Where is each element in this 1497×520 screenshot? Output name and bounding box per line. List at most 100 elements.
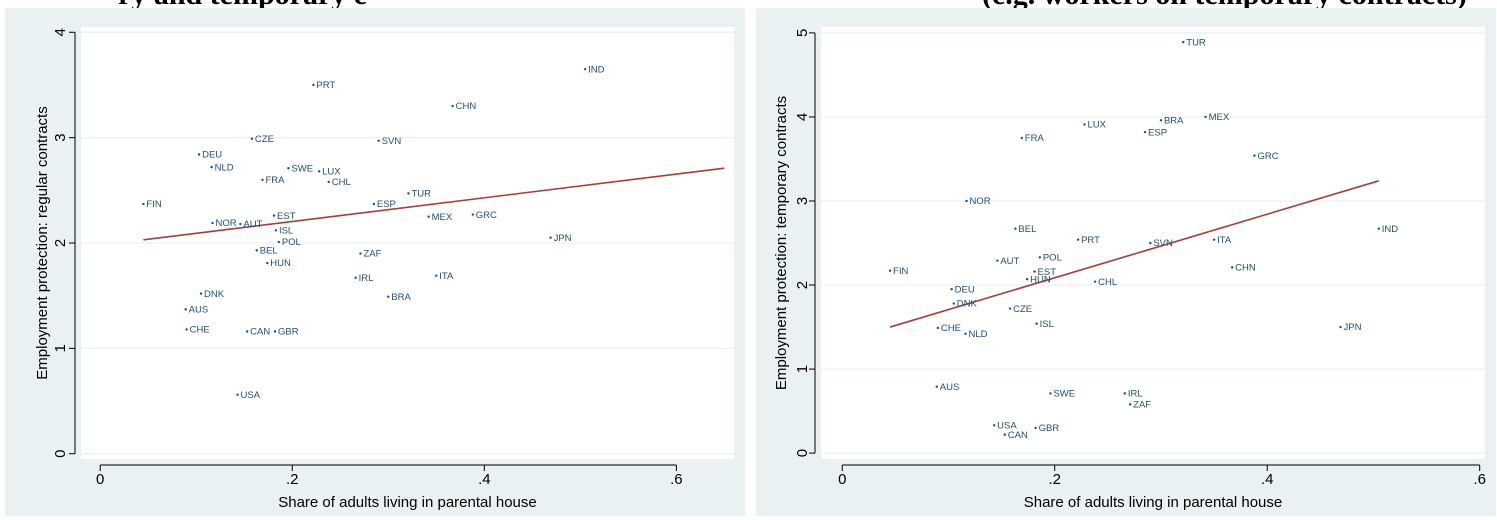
data-point-ind xyxy=(1377,227,1380,230)
y-tick-label: 3 xyxy=(794,197,811,205)
data-point-pol xyxy=(1038,256,1042,259)
data-point-label: AUS xyxy=(189,305,209,316)
data-point-label: EST xyxy=(277,211,296,222)
data-point-can xyxy=(245,330,249,333)
data-point-chn xyxy=(451,104,454,108)
y-axis-title: Employment protection: temporary contrac… xyxy=(773,96,790,390)
data-point-label: HUN xyxy=(270,258,291,269)
data-point-label: NOR xyxy=(970,196,991,207)
data-point-label: MEX xyxy=(432,212,453,223)
data-point-label: CAN xyxy=(1008,430,1028,441)
chart-panel-temporary: 0 .2 .4 .6 0 1 2 3 4 5 Share of adults living in p… xyxy=(756,8,1496,516)
data-point-bel xyxy=(255,249,258,252)
data-point-lux xyxy=(1083,123,1086,126)
data-point-label: HUN xyxy=(1030,274,1051,285)
data-point-bra xyxy=(387,295,390,298)
data-point-label: POL xyxy=(282,237,301,248)
data-point-grc xyxy=(1253,154,1256,157)
data-point-est xyxy=(272,214,276,217)
chart-panel-regular: 0 .2 .4 .6 0 1 2 3 4 Share of adults living in pa… xyxy=(5,8,745,516)
data-point-label: NLD xyxy=(215,162,234,173)
data-point-usa xyxy=(992,424,996,427)
data-point-label: GBR xyxy=(278,327,299,338)
data-point-deu xyxy=(197,153,201,156)
data-point-label: BEL xyxy=(1018,224,1036,235)
data-point-fra xyxy=(1020,136,1023,140)
data-point-chl xyxy=(1093,280,1097,283)
x-tick-label: .2 xyxy=(286,471,299,488)
caption-right: (e.g. workers on temporary contracts) xyxy=(982,0,1467,12)
data-point-label: ISL xyxy=(1040,319,1054,330)
data-point-label: CHL xyxy=(1098,277,1117,288)
data-point-label: TUR xyxy=(411,189,431,200)
data-point-zaf xyxy=(359,252,362,255)
data-point-mex xyxy=(427,215,430,218)
data-point-label: FIN xyxy=(893,266,908,277)
data-point-label: ZAF xyxy=(1133,400,1151,411)
data-point-esp xyxy=(372,202,376,206)
x-tick-label: 0 xyxy=(96,471,104,488)
data-point-label: AUT xyxy=(243,219,262,230)
data-point-label: IND xyxy=(588,64,605,75)
data-point-fin xyxy=(142,202,145,206)
data-point-hun xyxy=(1025,277,1029,281)
data-point-label: ESP xyxy=(377,199,396,210)
y-tick-label: 2 xyxy=(794,281,811,289)
y-tick-label: 0 xyxy=(52,450,69,458)
fit-line xyxy=(143,167,725,241)
data-point-zaf xyxy=(1128,403,1132,406)
data-point-label: FRA xyxy=(1025,133,1045,144)
data-point-isl xyxy=(274,229,278,232)
data-point-aus xyxy=(935,385,939,388)
data-point-label: USA xyxy=(241,390,261,401)
data-point-can xyxy=(1003,433,1006,436)
data-point-label: AUS xyxy=(940,382,960,393)
data-point-label: GRC xyxy=(1257,151,1278,162)
data-point-label: PRT xyxy=(1081,235,1100,246)
data-point-label: TUR xyxy=(1186,37,1206,48)
plot-area xyxy=(821,27,1485,459)
data-point-label: BRA xyxy=(391,292,411,303)
data-point-label: CHE xyxy=(190,325,210,336)
data-point-bra xyxy=(1159,119,1163,122)
data-point-nld xyxy=(964,332,967,335)
data-point-lux xyxy=(317,170,321,173)
data-point-fin xyxy=(888,269,892,272)
y-tick-label: 5 xyxy=(794,29,811,37)
data-point-label: FRA xyxy=(265,175,285,186)
data-point-isl xyxy=(1035,322,1038,325)
y-tick-label: 3 xyxy=(52,133,69,141)
data-point-prt xyxy=(312,83,315,87)
data-point-ita xyxy=(435,274,438,277)
data-point-label: SWE xyxy=(291,163,313,174)
data-point-tur xyxy=(1182,40,1185,44)
data-point-label: ITA xyxy=(439,271,454,282)
data-point-svn xyxy=(1149,241,1152,245)
data-point-bel xyxy=(1014,227,1017,230)
data-point-label: ISL xyxy=(279,226,293,237)
data-point-label: ESP xyxy=(1148,127,1167,138)
data-point-hun xyxy=(266,261,269,265)
data-point-dnk xyxy=(952,302,955,305)
y-tick-label: 2 xyxy=(52,239,69,247)
data-point-usa xyxy=(236,393,239,396)
data-point-label: LUX xyxy=(322,167,341,178)
data-point-label: DEU xyxy=(202,150,222,161)
x-tick-label: 0 xyxy=(838,471,846,488)
data-point-pol xyxy=(277,240,281,244)
data-point-label: CZE xyxy=(255,134,274,145)
data-point-label: NOR xyxy=(216,218,237,229)
data-point-che xyxy=(185,328,188,331)
data-point-label: GRC xyxy=(476,210,497,221)
data-point-label: USA xyxy=(997,421,1017,432)
data-point-aut xyxy=(239,222,242,226)
data-point-cze xyxy=(1008,307,1012,310)
data-point-label: IRL xyxy=(359,273,374,284)
x-axis-title: Share of adults living in parental house xyxy=(1024,494,1283,511)
fit-line xyxy=(889,180,1379,328)
data-point-nor xyxy=(211,221,214,225)
data-point-label: DEU xyxy=(955,284,975,295)
data-point-label: CHL xyxy=(332,177,351,188)
top-caption: ry and temporary e (e.g. workers on temp… xyxy=(0,0,1497,12)
data-point-deu xyxy=(950,288,953,291)
